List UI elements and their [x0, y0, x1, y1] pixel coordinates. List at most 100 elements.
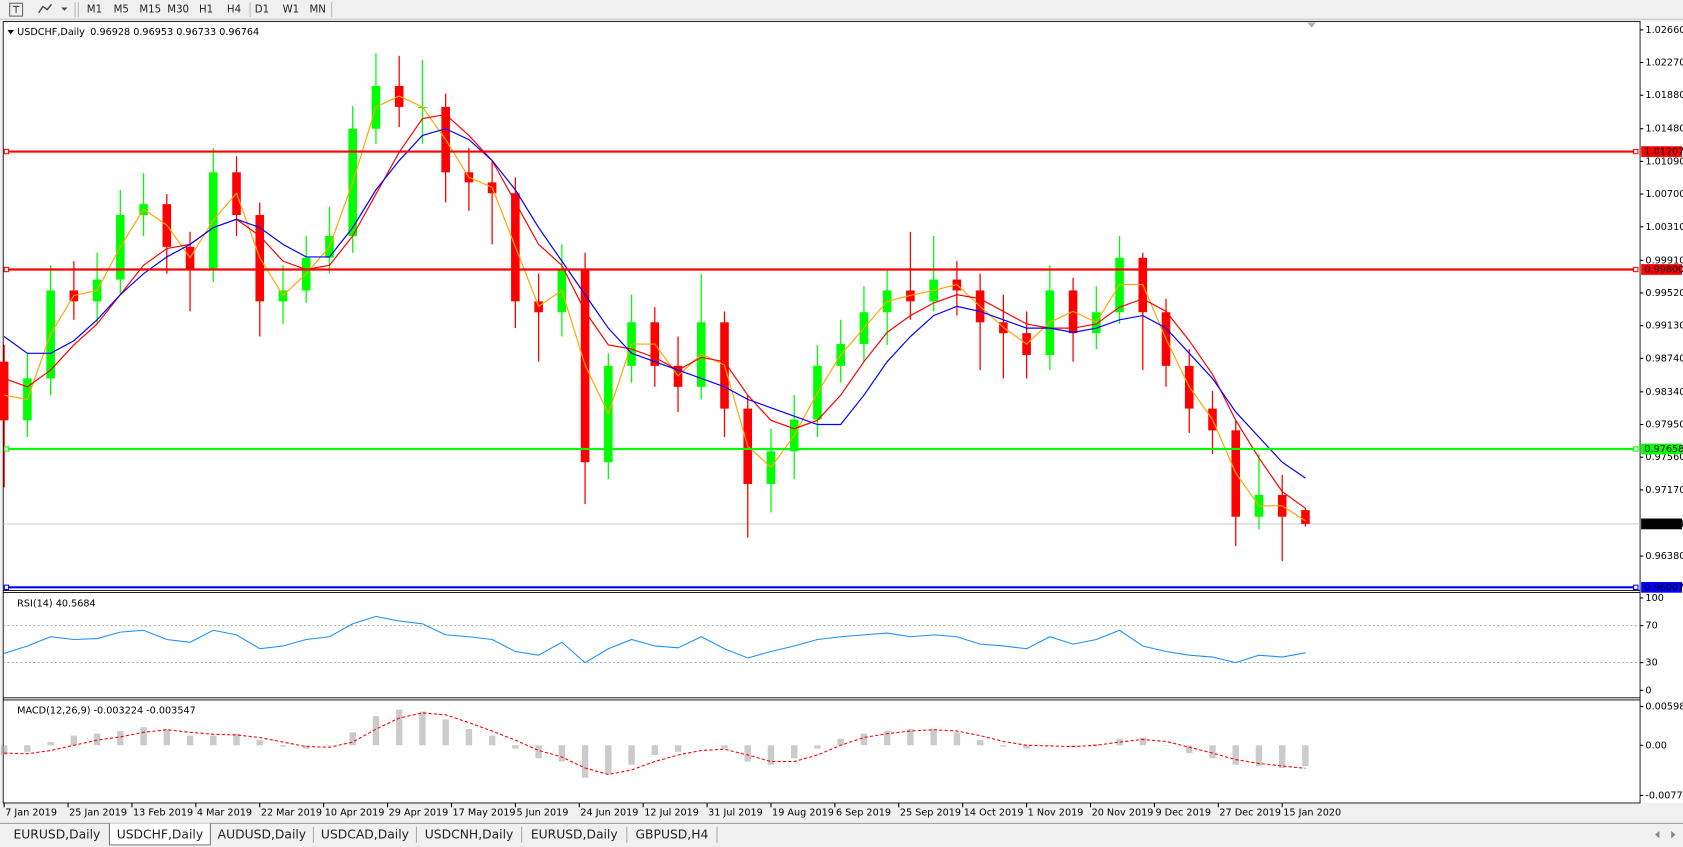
macd-histogram-bar [721, 745, 728, 749]
x-tick-label: 17 May 2019 [453, 808, 516, 819]
tab-strip [0, 823, 1683, 847]
timeframe-button[interactable]: M30 [167, 5, 189, 16]
macd-histogram-bar [814, 745, 821, 749]
y-tick-label: 70 [1645, 621, 1657, 632]
macd-histogram-bar [349, 732, 356, 746]
tab-label[interactable]: USDCAD,Daily [321, 828, 409, 842]
text-tool-icon[interactable] [9, 2, 24, 17]
header-title: MACD(12,26,9) -0.003224 -0.003547 [17, 706, 196, 717]
header-title: RSI(14) 40.5684 [17, 598, 96, 609]
macd-histogram-bar [1209, 745, 1216, 759]
macd-histogram-bar [558, 745, 566, 762]
timeframe-button[interactable]: MN [309, 5, 325, 16]
macd-histogram-bar [744, 745, 751, 762]
level-handle[interactable] [1633, 446, 1639, 452]
header-values: 0.96928 0.96953 0.96733 0.96764 [90, 27, 259, 38]
y-tick-label: 0.98340 [1645, 387, 1683, 398]
macd-histogram-bar [1278, 745, 1286, 768]
y-tick-label: 0 [1645, 685, 1651, 696]
macd-histogram-bar [1162, 745, 1170, 746]
timeframe-button[interactable]: W1 [283, 5, 300, 16]
scroll-right[interactable] [1671, 830, 1676, 839]
y-tick-label: 30 [1645, 658, 1657, 669]
macd-histogram-bar [186, 735, 194, 746]
x-tick-label: 7 Jan 2019 [5, 808, 57, 819]
level-price-label: 0.97658 [1644, 444, 1683, 455]
y-tick-label: 1.01480 [1645, 124, 1683, 135]
tab-label[interactable]: EURUSD,Daily [13, 828, 100, 842]
y-tick-label: 0.005986 [1645, 702, 1683, 713]
chart-panels: USDCHF,Daily 0.96928 0.96953 0.96733 0.96… [0, 25, 1683, 819]
macd-histogram-bar [442, 719, 449, 746]
tab-label[interactable]: USDCHF,Daily [117, 828, 203, 842]
macd-histogram-bar [140, 727, 147, 746]
timeframe-button[interactable]: D1 [255, 5, 269, 16]
macd-histogram-bar [930, 729, 937, 746]
level-price-tag [1641, 443, 1682, 455]
tab-label[interactable]: AUDUSD,Daily [218, 828, 306, 842]
macd-histogram-bar [883, 731, 891, 746]
x-tick-label: 6 Sep 2019 [836, 808, 891, 819]
y-tick-label: 0.97950 [1645, 420, 1683, 431]
chart-shift-marker[interactable] [1307, 22, 1316, 28]
macd-histogram-bar [395, 709, 403, 746]
tab-label[interactable]: USDCNH,Daily [425, 828, 514, 842]
toolbar [0, 0, 1683, 20]
level-handle[interactable] [3, 148, 10, 155]
x-tick-label: 12 Jul 2019 [644, 808, 699, 819]
candle-body [0, 361, 9, 421]
macd-histogram-bar [581, 745, 589, 778]
macd-histogram-bar [953, 732, 961, 746]
scroll-left[interactable] [1655, 830, 1660, 839]
y-tick-label: 1.02660 [1645, 25, 1683, 36]
x-tick-label: 25 Sep 2019 [900, 808, 961, 819]
level-handle[interactable] [3, 266, 10, 273]
objects-tool-icon[interactable] [38, 3, 53, 14]
timeframe-button[interactable]: M1 [87, 5, 102, 16]
timeframe-button[interactable]: H4 [227, 5, 241, 16]
macd-histogram-bar [93, 733, 101, 746]
x-tick-label: 15 Jan 2020 [1283, 808, 1341, 819]
y-tick-label: 1.01090 [1645, 156, 1683, 167]
macd-histogram-bar [1023, 745, 1030, 749]
macd-histogram-bar [651, 745, 659, 756]
tab-label[interactable]: EURUSD,Daily [531, 828, 618, 842]
level-price-tag [1641, 264, 1682, 275]
x-tick-label: 24 Jun 2019 [580, 808, 638, 819]
y-tick-label: 0.99910 [1645, 255, 1683, 266]
dropdown-arrow[interactable] [61, 7, 68, 11]
indicator-header: MACD(12,26,9) -0.003224 -0.003547 [17, 706, 196, 717]
header-title: USDCHF,Daily [17, 27, 85, 38]
x-tick-label: 20 Nov 2019 [1092, 808, 1154, 819]
level-price-label: 1.01207 [1644, 147, 1683, 158]
y-tick-label: 1.00700 [1645, 189, 1683, 200]
level-handle[interactable] [1633, 148, 1639, 155]
level-price-label: 0.96007 [1644, 582, 1683, 593]
tab-label[interactable]: GBPUSD,H4 [636, 828, 709, 842]
macd-histogram-bar [117, 731, 124, 746]
x-tick-label: 10 Apr 2019 [325, 808, 385, 819]
macd-signal-line [4, 712, 1306, 776]
level-handle[interactable] [3, 584, 10, 591]
macd-histogram-bar [0, 745, 8, 756]
macd-histogram-bar [674, 745, 682, 752]
timeframe-button[interactable]: M15 [139, 5, 161, 16]
timeframe-button[interactable]: M5 [114, 5, 129, 16]
chart-menu-arrow[interactable] [7, 30, 14, 35]
macd-histogram-bar [1093, 744, 1100, 746]
active-tab[interactable] [108, 823, 211, 846]
y-tick-label: 100 [1645, 593, 1663, 604]
macd-histogram-bar [1255, 745, 1263, 767]
y-tick-label: 0.98740 [1645, 353, 1683, 364]
macd-histogram-bar [465, 729, 473, 746]
current-price-label: 0.96764 [1644, 519, 1683, 530]
x-tick-label: 31 Jul 2019 [708, 808, 763, 819]
x-tick-label: 4 Mar 2019 [197, 808, 252, 819]
x-tick-label: 27 Dec 2019 [1219, 808, 1281, 819]
level-handle[interactable] [1633, 266, 1639, 273]
level-handle[interactable] [3, 446, 10, 452]
level-handle[interactable] [1633, 584, 1639, 591]
timeframe-button[interactable]: H1 [199, 5, 213, 16]
